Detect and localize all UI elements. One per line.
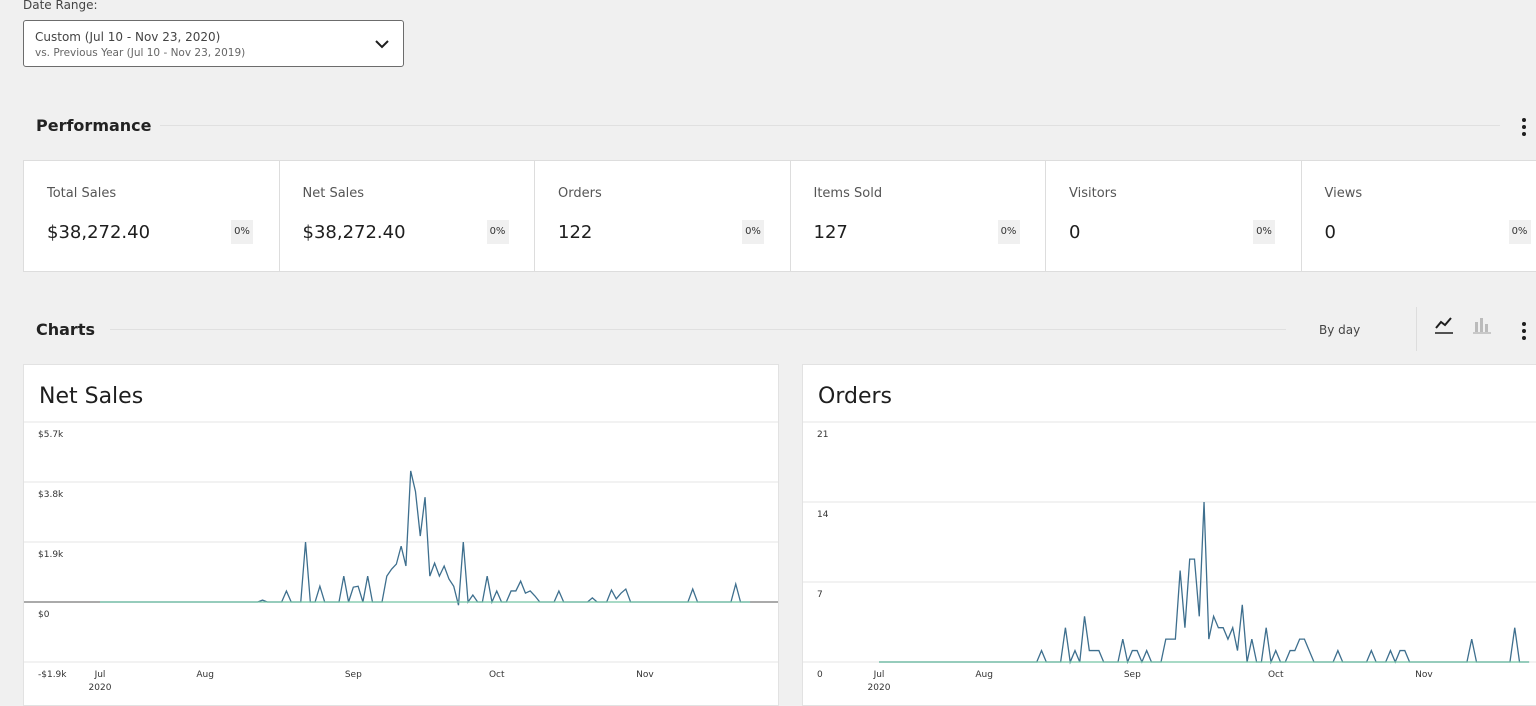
x-tick-label: Sep	[1124, 670, 1141, 680]
section-title: Performance	[36, 116, 152, 135]
y-tick-label: 7	[817, 590, 823, 600]
performance-tiles: Total Sales $38,272.40 0% Net Sales $38,272.…	[23, 160, 1536, 272]
tile-label: Total Sales	[47, 186, 117, 201]
y-tick-label: 14	[817, 510, 829, 520]
bar-chart-toggle[interactable]	[1472, 316, 1492, 336]
x-tick-label: Aug	[975, 670, 993, 680]
tile-delta: 0%	[1253, 220, 1275, 244]
date-range-picker[interactable]: Custom (Jul 10 - Nov 23, 2020) vs. Previ…	[23, 20, 404, 67]
tile-delta: 0%	[742, 220, 764, 244]
x-tick-label: Aug	[196, 670, 214, 680]
tile-label: Views	[1324, 186, 1363, 201]
menu-button[interactable]	[1522, 118, 1526, 139]
x-tick-label: Nov	[1415, 670, 1433, 680]
x-tick-label: Oct	[1268, 670, 1284, 680]
tile-value: 0	[1324, 222, 1336, 243]
date-range-label: Date Range:	[23, 0, 98, 12]
tile-delta: 0%	[486, 220, 509, 244]
tile-value: 127	[813, 222, 848, 243]
performance-tile[interactable]: Views 0 0%	[1302, 161, 1536, 271]
date-range-primary: Custom (Jul 10 - Nov 23, 2020)	[35, 30, 221, 44]
chevron	[375, 40, 389, 49]
section-title: Charts	[36, 320, 95, 339]
x-tick-label: Jul	[873, 670, 885, 680]
x-tick-label: Nov	[636, 670, 654, 680]
y-tick-label: -$1.9k	[38, 670, 67, 680]
y-tick-label: $3.8k	[38, 490, 64, 500]
tile-value: 0	[1069, 222, 1081, 243]
interval-select[interactable]: By day	[1319, 323, 1361, 337]
menu-button[interactable]	[1522, 322, 1526, 343]
tile-label: Visitors	[1069, 186, 1117, 201]
y-tick-label: 21	[817, 430, 828, 440]
y-tick-label: $1.9k	[38, 550, 64, 560]
y-tick-label: $0	[38, 610, 50, 620]
divider	[110, 329, 1286, 330]
performance-tile[interactable]: Visitors 0 0%	[1046, 161, 1302, 271]
series-line	[100, 470, 751, 606]
divider	[160, 125, 1500, 126]
chart-panel: Net Sales -$1.9k $0 $1.9k $3.8k $5.7k Jul Aug Se…	[23, 364, 779, 706]
tile-delta: 0%	[1508, 220, 1531, 244]
tile-value: $38,272.40	[302, 222, 406, 243]
performance-tile[interactable]: Net Sales $38,272.40 0%	[280, 161, 535, 271]
tile-label: Orders	[558, 186, 602, 201]
x-tick-label: Oct	[489, 670, 505, 680]
divider	[1416, 307, 1417, 351]
tile-delta: 0%	[231, 220, 253, 244]
x-tick-label: Sep	[345, 670, 362, 680]
x-year-label: 2020	[868, 683, 891, 693]
tile-value: 122	[558, 222, 593, 243]
x-tick-label: Jul	[94, 670, 106, 680]
chart-title: Orders	[818, 384, 892, 409]
chart-title: Net Sales	[39, 384, 143, 409]
chart-panel: Orders 0 7 14 21 Jul Aug Sep Oct Nov 2020	[802, 364, 1536, 706]
chart: Orders 0 7 14 21 Jul Aug Sep Oct Nov 2020	[803, 384, 1536, 693]
tile-label: Net Sales	[302, 186, 365, 201]
chart: Net Sales -$1.9k $0 $1.9k $3.8k $5.7k Jul Aug Se…	[24, 384, 778, 693]
date-range-secondary: vs. Previous Year (Jul 10 - Nov 23, 2019…	[35, 47, 246, 59]
x-year-label: 2020	[89, 683, 112, 693]
performance-tile[interactable]: Items Sold 127 0%	[791, 161, 1046, 271]
y-tick-label: $5.7k	[38, 430, 64, 440]
performance-tile[interactable]: Total Sales $38,272.40 0%	[24, 161, 280, 271]
tile-delta: 0%	[997, 220, 1020, 244]
tile-value: $38,272.40	[47, 222, 151, 243]
performance-tile[interactable]: Orders 122 0%	[535, 161, 791, 271]
y-tick-label: 0	[817, 670, 823, 680]
tile-label: Items Sold	[813, 186, 883, 201]
line-chart-toggle[interactable]	[1434, 316, 1454, 336]
